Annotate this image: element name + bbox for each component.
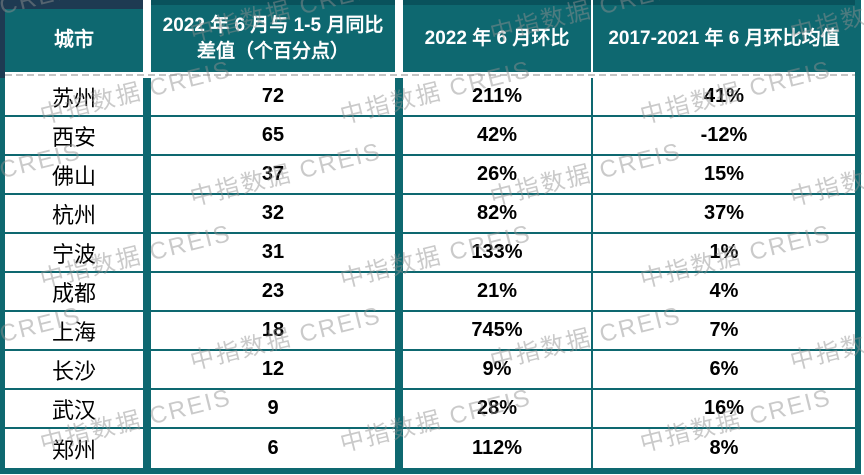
- mom-2022-cell: 112%: [403, 429, 591, 468]
- column-divider: [395, 390, 403, 429]
- column-divider: [395, 273, 403, 312]
- header-label-yoy-diff: 2022 年 6 月与 1-5 月同比差值（个百分点）: [162, 14, 384, 62]
- city-cell: 宁波: [5, 234, 143, 273]
- yoy-diff-cell: 12: [151, 351, 395, 390]
- mom-avg-cell: 4%: [593, 273, 855, 312]
- column-divider: [143, 234, 151, 273]
- mom-avg-cell: -12%: [593, 117, 855, 156]
- city-cell: 长沙: [5, 351, 143, 390]
- column-divider: [143, 312, 151, 351]
- column-divider: [143, 117, 151, 156]
- mom-2022-cell: 28%: [403, 390, 591, 429]
- column-divider-thin: [591, 234, 593, 273]
- mom-avg-cell: 37%: [593, 195, 855, 234]
- column-divider: [395, 234, 403, 273]
- city-cell: 佛山: [5, 156, 143, 195]
- yoy-diff-cell: 18: [151, 312, 395, 351]
- column-divider: [143, 390, 151, 429]
- column-divider: [395, 156, 403, 195]
- header-label-mom-2022: 2022 年 6 月环比: [424, 27, 570, 49]
- table-border-left-corner: [0, 0, 5, 78]
- column-divider-thin: [591, 273, 593, 312]
- mom-2022-cell: 21%: [403, 273, 591, 312]
- mom-avg-cell: 8%: [593, 429, 855, 468]
- city-cell: 武汉: [5, 390, 143, 429]
- column-divider-thin: [591, 156, 593, 195]
- column-divider: [143, 351, 151, 390]
- mom-avg-cell: 7%: [593, 312, 855, 351]
- column-divider-thin: [591, 312, 593, 351]
- mom-2022-cell: 211%: [403, 78, 591, 117]
- yoy-diff-cell: 6: [151, 429, 395, 468]
- column-divider: [395, 429, 403, 468]
- city-cell: 苏州: [5, 78, 143, 117]
- yoy-diff-cell: 72: [151, 78, 395, 117]
- column-divider-thin: [591, 78, 593, 117]
- mom-2022-cell: 745%: [403, 312, 591, 351]
- mom-2022-cell: 42%: [403, 117, 591, 156]
- header-cell-city: 城市: [5, 0, 143, 72]
- column-divider: [143, 273, 151, 312]
- city-cell: 上海: [5, 312, 143, 351]
- column-divider-thin: [591, 429, 593, 468]
- table-border-right: [855, 0, 861, 474]
- header-cell-yoy-diff: 2022 年 6 月与 1-5 月同比差值（个百分点）: [151, 0, 395, 72]
- header-cell-mom-2022: 2022 年 6 月环比: [403, 0, 591, 72]
- yoy-diff-cell: 9: [151, 390, 395, 429]
- column-divider: [395, 78, 403, 117]
- mom-avg-cell: 6%: [593, 351, 855, 390]
- column-divider: [143, 78, 151, 117]
- column-divider: [395, 117, 403, 156]
- table-border-left: [0, 0, 5, 474]
- mom-avg-cell: 41%: [593, 78, 855, 117]
- city-cell: 西安: [5, 117, 143, 156]
- yoy-diff-cell: 31: [151, 234, 395, 273]
- mom-2022-cell: 9%: [403, 351, 591, 390]
- column-divider-thin: [591, 351, 593, 390]
- table-body: 苏州 72 211% 41% 西安 65 42% -12% 佛山 37 26% …: [5, 78, 855, 468]
- yoy-diff-cell: 37: [151, 156, 395, 195]
- yoy-diff-cell: 23: [151, 273, 395, 312]
- yoy-diff-cell: 32: [151, 195, 395, 234]
- column-divider: [143, 195, 151, 234]
- mom-2022-cell: 82%: [403, 195, 591, 234]
- header-cell-mom-avg-2017-2021: 2017-2021 年 6 月环比均值: [593, 0, 855, 72]
- mom-avg-cell: 15%: [593, 156, 855, 195]
- header-label-city: 城市: [54, 29, 94, 51]
- city-cell: 成都: [5, 273, 143, 312]
- mom-2022-cell: 26%: [403, 156, 591, 195]
- mom-avg-cell: 1%: [593, 234, 855, 273]
- column-divider: [395, 195, 403, 234]
- column-divider: [143, 429, 151, 468]
- column-divider-thin: [591, 390, 593, 429]
- column-divider: [143, 156, 151, 195]
- mom-avg-cell: 16%: [593, 390, 855, 429]
- header-dashed-divider: [5, 72, 855, 78]
- yoy-diff-cell: 65: [151, 117, 395, 156]
- column-divider: [395, 312, 403, 351]
- column-divider-thin: [591, 117, 593, 156]
- table-border-bottom: [0, 468, 861, 474]
- mom-2022-cell: 133%: [403, 234, 591, 273]
- column-divider-thin: [591, 195, 593, 234]
- header-label-mom-avg-2017-2021: 2017-2021 年 6 月环比均值: [608, 27, 840, 49]
- column-divider: [395, 351, 403, 390]
- city-cell: 杭州: [5, 195, 143, 234]
- city-cell: 郑州: [5, 429, 143, 468]
